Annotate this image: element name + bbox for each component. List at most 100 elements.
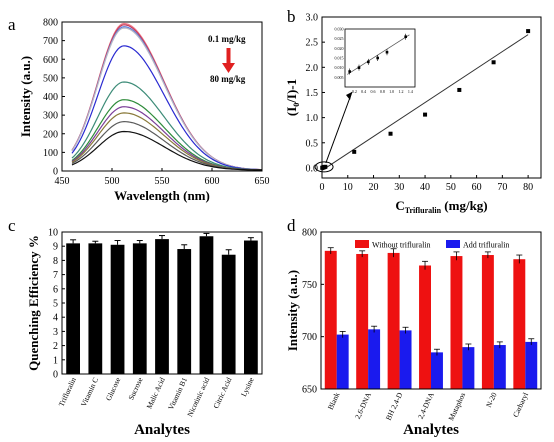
plot-frame-b — [321, 16, 542, 179]
inset-x-tick-label: 0.4 — [361, 89, 366, 94]
y-axis-label: Intensity (a.u.) — [18, 56, 33, 137]
y-tick-label: 10 — [48, 228, 58, 239]
spectrum-line — [71, 45, 262, 171]
y-tick-label: 0.0 — [306, 163, 319, 174]
x-axis-label: CTrifluralin (mg/kg) — [395, 198, 487, 215]
category-label: Malic Acid — [144, 376, 166, 410]
bar — [481, 255, 494, 389]
inset-point — [376, 56, 379, 60]
bar — [356, 253, 369, 389]
inset-point — [367, 60, 370, 64]
y-tick-label: 2 — [53, 341, 58, 352]
x-tick-label: 60 — [472, 182, 482, 193]
panel-a: 450 500 550 600 650 0 100 200 300 400 500 600 700 800… — [18, 18, 270, 204]
inset-point — [404, 35, 407, 39]
bar — [244, 240, 258, 374]
y-axis-label-rest: /I)-1 — [284, 79, 299, 104]
inset-y-tick-label: 0.025 — [335, 36, 344, 41]
x-tick-label: 70 — [497, 182, 507, 193]
bar — [155, 239, 169, 374]
inset-x-tick-label: 1.0 — [389, 89, 394, 94]
bar — [110, 244, 125, 374]
x-tick-label: 40 — [420, 182, 430, 193]
category-label: Lysine — [239, 375, 256, 398]
spectrum-line — [71, 130, 263, 171]
y-tick-label: 200 — [43, 129, 58, 140]
y-tick-label: 9 — [53, 242, 58, 253]
y-tick-label: 3 — [53, 327, 58, 338]
legend-label: Without trifluralin — [372, 241, 431, 250]
y-tick-label: 1.5 — [306, 88, 319, 99]
x-tick-label: 600 — [205, 176, 220, 187]
zoom-arrow-head — [346, 92, 352, 100]
category-label: Blank — [326, 391, 342, 411]
inset-y-tick-label: 0.020 — [335, 46, 344, 51]
y-tick-label: 6 — [53, 284, 58, 295]
bar — [493, 345, 506, 389]
bar — [199, 236, 214, 374]
legend-swatch — [446, 240, 460, 248]
bar — [462, 347, 475, 389]
y-tick-label: 0 — [53, 370, 58, 381]
x-tick-label: 30 — [394, 182, 404, 193]
bar — [525, 341, 538, 389]
category-label: N-20 — [484, 391, 499, 409]
category-label: Mutaphos — [446, 391, 467, 422]
bar — [513, 259, 526, 389]
data-point — [388, 131, 393, 136]
x-tick-label: 80 — [523, 182, 533, 193]
y-tick-label: 600 — [43, 55, 58, 66]
spectrum-line — [71, 81, 262, 171]
x-axis-label-main: C — [395, 198, 404, 213]
bar — [387, 252, 400, 389]
legend-label: Add trifluralin — [463, 241, 509, 250]
y-tick-label: 400 — [43, 92, 58, 103]
x-tick-label: 450 — [55, 176, 70, 187]
y-axis-label: Quenching Efficiency % — [26, 235, 41, 371]
bar — [431, 352, 443, 389]
inset-x-tick-label: 1.2 — [399, 89, 404, 94]
legend-swatch — [355, 240, 369, 248]
y-axis-label-main: (I — [284, 107, 299, 116]
y-tick-label: 7 — [53, 270, 58, 281]
plot-frame-d — [320, 231, 542, 390]
x-tick-label: 550 — [155, 176, 170, 187]
bar — [419, 265, 431, 389]
category-label: BH 2,4-D — [384, 391, 405, 422]
x-tick-label: 650 — [255, 176, 270, 187]
y-tick-label: 1.0 — [306, 113, 319, 124]
y-tick-label: 1 — [53, 355, 58, 366]
bar — [368, 329, 381, 389]
panel-label-a: a — [8, 15, 16, 34]
inset-y-tick-label: 0.005 — [335, 75, 344, 80]
y-tick-label: 300 — [43, 111, 58, 122]
y-axis-label: Intensity (a.u.) — [285, 270, 300, 351]
panel-c: Trifluralin Vitamin C Glucose Sucrose Malic … — [26, 228, 263, 438]
y-tick-label: 800 — [43, 18, 58, 29]
x-axis-label-unit: (mg/kg) — [441, 198, 488, 213]
category-label: Vitamin C — [79, 376, 100, 408]
data-point — [491, 60, 496, 65]
inset-y-tick-label: 0.030 — [335, 27, 344, 32]
category-label: 2,4-DNA — [416, 391, 436, 421]
y-tick-label: 650 — [302, 385, 317, 396]
x-axis-label: Wavelength (nm) — [114, 188, 210, 203]
y-axis-label: (I0/I)-1 — [284, 79, 301, 116]
y-axis-label-sub: 0 — [292, 103, 301, 107]
zoom-arrow — [325, 91, 353, 164]
y-tick-label: 8 — [53, 256, 58, 267]
y-tick-label: 2.5 — [306, 38, 319, 49]
y-tick-label: 4 — [53, 313, 58, 324]
data-point — [323, 164, 328, 169]
bar — [88, 243, 103, 374]
bar — [66, 243, 80, 374]
annotation-bottom: 80 mg/kg — [210, 74, 246, 84]
inset-x-tick-label: 0.8 — [380, 89, 385, 94]
y-tick-label: 750 — [302, 280, 317, 291]
y-tick-label: 700 — [302, 332, 317, 343]
category-label: Carbaryl — [511, 391, 530, 419]
panel-d: Blank 2,6-DNA BH 2,4-D 2,4-DNA Mutaphos N-20 C… — [285, 228, 542, 438]
inset-x-tick-label: 0.2 — [352, 89, 357, 94]
category-label: Citric Acid — [211, 376, 233, 410]
